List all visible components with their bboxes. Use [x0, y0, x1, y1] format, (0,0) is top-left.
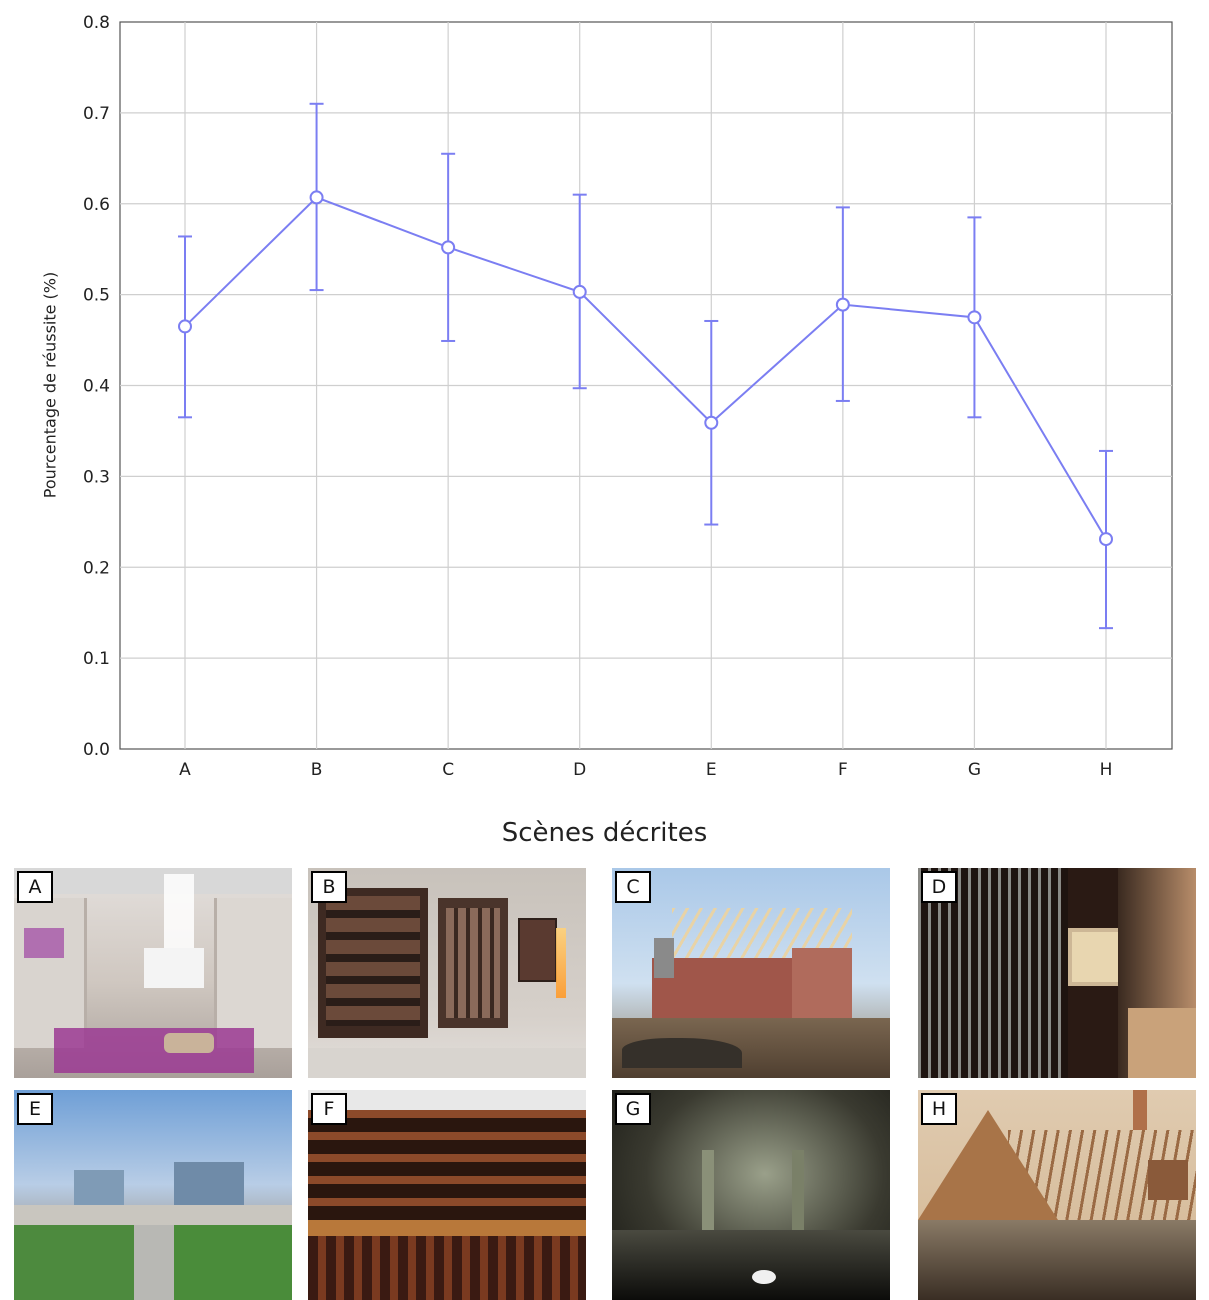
x-tick-label: C: [442, 760, 454, 780]
y-tick-label: 0.1: [83, 649, 110, 669]
data-points: [178, 190, 1113, 547]
photo-label-h: H: [921, 1093, 957, 1125]
y-tick-labels: 0.0 0.1 0.2 0.3 0.4 0.5 0.6 0.7 0.8: [83, 13, 110, 760]
y-tick-label: 0.0: [83, 740, 110, 760]
line-chart: 0.0 0.1 0.2 0.3 0.4 0.5 0.6 0.7 0.8 A B C D E F G H: [83, 13, 1173, 780]
scene-photo-a: A: [14, 868, 292, 1078]
y-tick-label: 0.5: [83, 286, 110, 306]
y-tick-label: 0.2: [83, 558, 110, 578]
x-tick-label: F: [838, 760, 848, 780]
scene-photo-b: B: [308, 868, 586, 1078]
photo-label-d: D: [921, 871, 957, 903]
x-axis-title: Scènes décrites: [501, 818, 708, 848]
data-point: [704, 415, 719, 430]
x-tick-label: D: [573, 760, 586, 780]
scene-photo-c: C: [612, 868, 890, 1078]
scene-photo-g: G: [612, 1090, 890, 1300]
photo-label-c: C: [615, 871, 651, 903]
photo-label-e: E: [17, 1093, 53, 1125]
series-polyline: [184, 196, 1107, 540]
data-point: [1099, 532, 1113, 547]
data-point: [835, 297, 850, 312]
y-tick-label: 0.7: [83, 104, 110, 124]
data-point: [967, 310, 982, 325]
y-tick-label: 0.4: [83, 377, 110, 397]
series-line: [184, 196, 1107, 540]
x-tick-labels: A B C D E F G H: [179, 760, 1112, 780]
photo-label-g: G: [615, 1093, 651, 1125]
x-tick-label: G: [968, 760, 981, 780]
x-tick-label: B: [311, 760, 323, 780]
x-tick-label: E: [706, 760, 717, 780]
photo-label-b: B: [311, 871, 347, 903]
scene-photo-d: D: [918, 868, 1196, 1078]
data-point: [441, 240, 456, 255]
data-point: [572, 284, 587, 299]
x-tick-label: A: [179, 760, 191, 780]
scene-photo-h: H: [918, 1090, 1196, 1300]
y-axis-title: Pourcentage de réussite (%): [40, 271, 60, 499]
scene-photo-e: E: [14, 1090, 292, 1300]
data-point: [178, 319, 192, 334]
y-tick-label: 0.3: [83, 467, 110, 487]
y-tick-label: 0.8: [83, 13, 110, 33]
photo-label-f: F: [311, 1093, 347, 1125]
scene-photo-f: F: [308, 1090, 586, 1300]
photo-label-a: A: [17, 871, 53, 903]
y-tick-label: 0.6: [83, 195, 110, 215]
data-point: [309, 190, 324, 205]
x-tick-label: H: [1100, 760, 1113, 780]
